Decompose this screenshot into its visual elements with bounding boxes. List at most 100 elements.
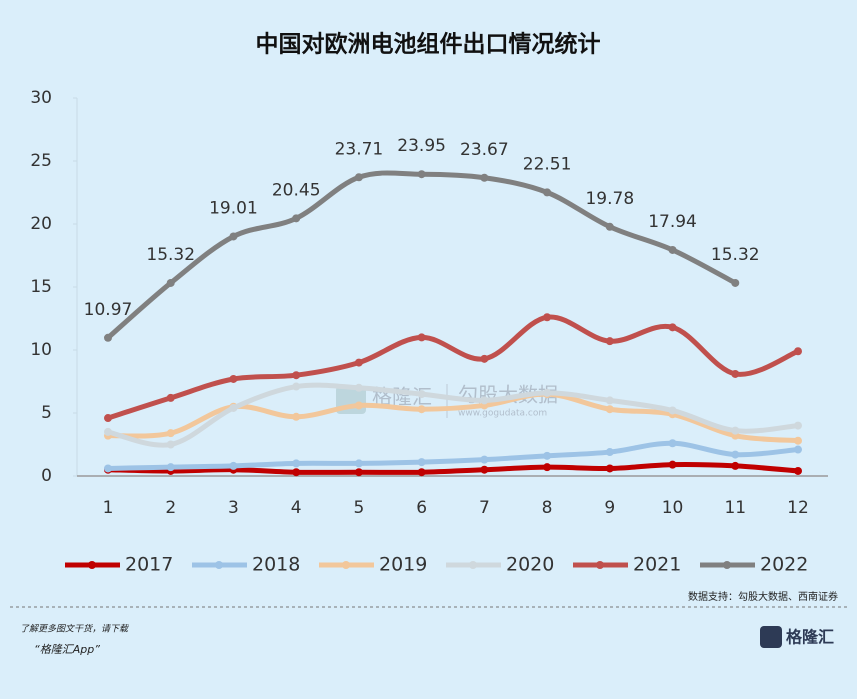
marker [731,450,740,459]
x-tick-label: 12 [787,498,809,518]
marker [480,396,489,405]
marker [543,188,552,197]
y-tick-label: 5 [41,403,52,423]
marker [417,333,426,342]
marker [794,347,802,356]
data-label: 23.95 [397,136,446,156]
marker [417,390,426,399]
marker [605,337,614,346]
legend-label: 2018 [252,554,300,576]
x-tick-label: 6 [416,498,427,518]
marker [166,440,175,449]
data-label: 17.94 [648,212,697,232]
marker [104,414,112,423]
source: 数据支持：勾股大数据、西南证券 [688,590,838,603]
y-tick-label: 30 [30,88,52,108]
marker [480,465,489,474]
series [104,313,802,423]
marker [229,232,238,241]
y-tick-label: 10 [30,340,52,360]
y-tick-label: 15 [30,277,52,297]
legend-label: 2019 [379,554,427,576]
marker [731,426,740,435]
marker [605,405,614,414]
marker [731,461,740,470]
x-tick-label: 11 [724,498,746,518]
marker [166,278,175,287]
legend-marker [342,561,350,569]
marker [292,382,301,391]
marker [480,173,489,182]
marker [668,245,677,254]
logo-icon [760,626,782,648]
marker [543,463,552,472]
x-tick-label: 1 [103,498,114,518]
legend-marker [596,561,604,569]
marker [543,313,552,322]
legend-label: 2022 [760,554,808,576]
marker [292,468,301,477]
marker [166,429,175,438]
marker [731,369,740,378]
series: 10.97 15.32 19.01 20.45 23.71 23.95 23.67 22.51… [84,136,760,342]
series [104,382,802,449]
marker [794,421,802,430]
series [104,460,802,477]
legend-marker [215,561,223,569]
marker [794,436,802,445]
marker [104,464,112,473]
marker [668,323,677,332]
legend-label: 2021 [633,554,681,576]
marker [605,396,614,405]
series [104,439,802,473]
footer-line1: 了解更多图文干货，请下载 [20,624,129,635]
marker [605,448,614,457]
marker [292,459,301,468]
marker [794,466,802,475]
marker [292,412,301,421]
x-tick-label: 7 [479,498,490,518]
x-tick-label: 3 [228,498,239,518]
legend-label: 2017 [125,554,173,576]
data-label: 23.67 [460,140,509,160]
marker [229,403,238,412]
data-label: 19.78 [585,189,634,209]
marker [417,405,426,414]
marker [417,468,426,477]
line [107,314,799,421]
marker [229,461,238,470]
marker [229,374,238,383]
marker [668,460,677,469]
marker [354,468,363,477]
marker [543,451,552,460]
data-label: 22.51 [523,154,572,174]
data-label: 19.01 [209,198,258,218]
marker [480,455,489,464]
watermark-url: www.gogudata.com [458,409,547,419]
footer-line2: “格隆汇App” [34,643,100,656]
logo-text: 格隆汇 [786,628,834,647]
chart-title: 中国对欧洲电池组件出口情况统计 [256,31,601,58]
marker [668,439,677,448]
marker [668,406,677,415]
marker [354,358,363,367]
marker [731,278,740,287]
marker [166,393,175,402]
marker [292,371,301,380]
y-tick-label: 25 [30,151,52,171]
legend-marker [469,561,477,569]
legend-label: 2020 [506,554,554,576]
marker [292,214,301,223]
marker [354,383,363,392]
marker [104,427,112,436]
line [107,462,799,475]
marker [543,388,552,397]
data-label: 15.32 [711,245,760,265]
marker [354,173,363,182]
data-label: 20.45 [272,180,321,200]
marker [166,463,175,472]
marker [354,401,363,410]
y-tick-label: 0 [41,466,52,486]
line [107,382,799,448]
